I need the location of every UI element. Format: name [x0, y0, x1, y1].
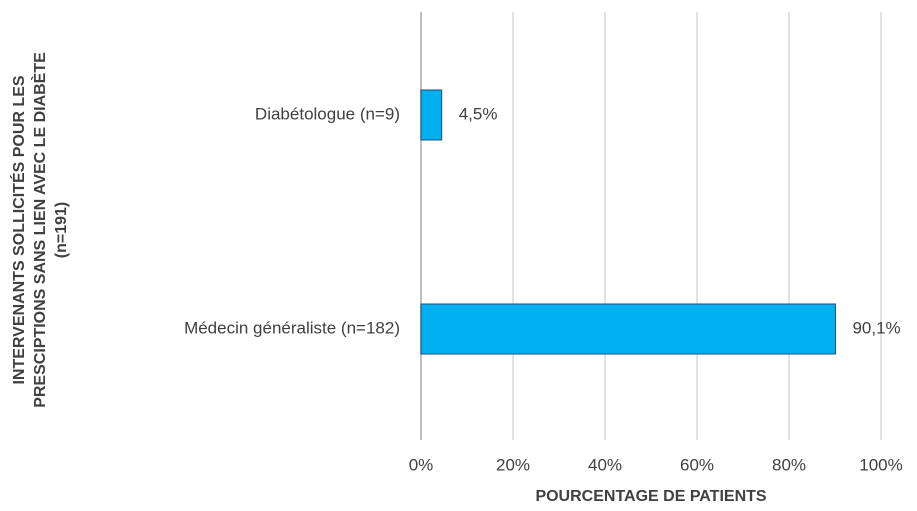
- x-axis-label: POURCENTAGE DE PATIENTS: [535, 488, 766, 505]
- value-label: 90,1%: [852, 318, 900, 337]
- x-tick-label: 20%: [496, 455, 530, 474]
- y-tick-label: Médecin généraliste (n=182): [184, 318, 400, 337]
- x-tick-label: 40%: [588, 455, 622, 474]
- x-tick-label: 60%: [680, 455, 714, 474]
- bar: [420, 303, 836, 355]
- y-tick-label: Diabétologue (n=9): [255, 104, 400, 123]
- x-tick-label: 0%: [409, 455, 434, 474]
- y-axis-label-line: PRESCIPTIONS SANS LIEN AVEC LE DIABÈTE: [30, 52, 49, 408]
- y-axis-label-line: (n=191): [53, 202, 70, 258]
- bar: [420, 89, 443, 141]
- y-axis-label-line: INTERVENANTS SOLLICITÉS POUR LES: [9, 75, 28, 384]
- y-axis-label: INTERVENANTS SOLLICITÉS POUR LES PRESCIP…: [9, 52, 70, 408]
- value-label: 4,5%: [459, 104, 498, 123]
- x-tick-label: 80%: [772, 455, 806, 474]
- x-tick-label: 100%: [859, 455, 902, 474]
